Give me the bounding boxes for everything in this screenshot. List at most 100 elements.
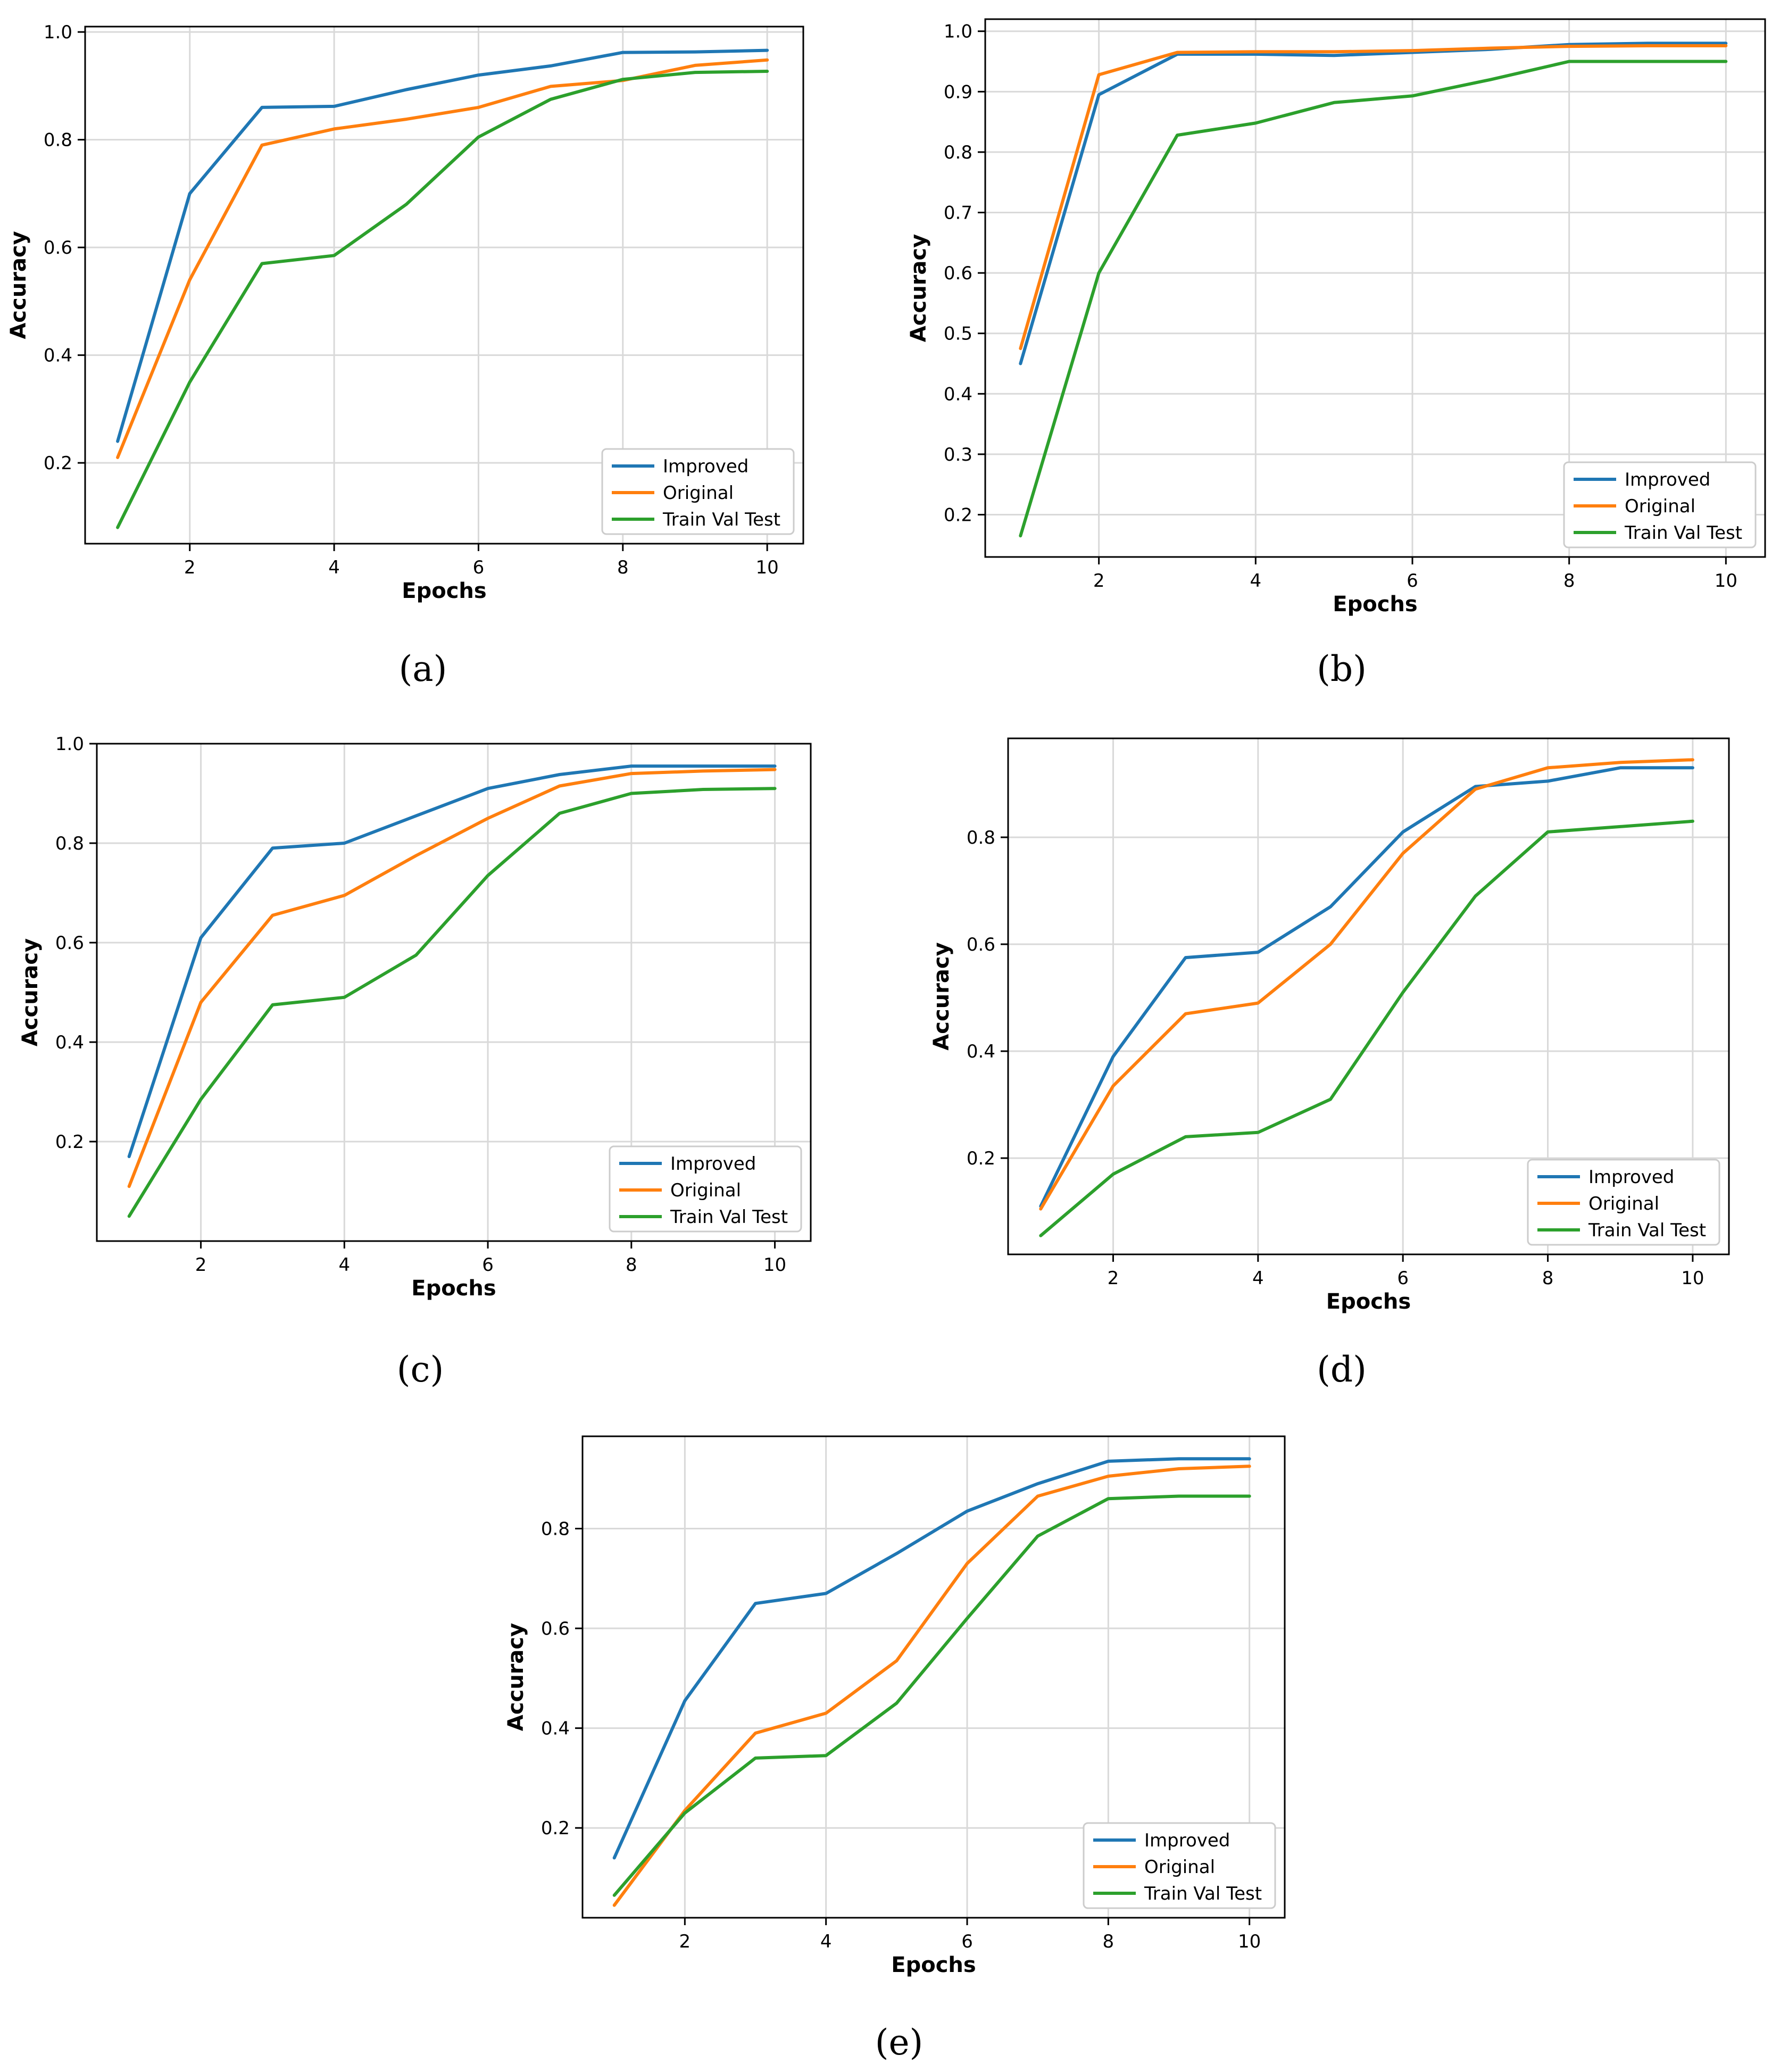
chart-panel-a: 2 4 6 8 10 0.2 0.4 0.6 0.8 1.0 Epochs Accuracy Impro… [6,22,804,689]
y-tick-label: 0.3 [944,444,972,465]
y-tick-label: 0.2 [944,504,972,526]
axes-frame [84,26,804,545]
x-tick-label: 6 [1397,1268,1409,1289]
legend-entry-label: Improved [1588,1167,1674,1188]
y-tick-label: 0.2 [55,1131,84,1153]
legend-entry-label: Original [1588,1193,1659,1214]
chart-panel-e: 2 4 6 8 10 0.2 0.4 0.6 0.8 Epochs Accuracy Improved… [504,1435,1286,2063]
legend-entry-label: Improved [663,456,748,477]
y-tick-label: 0.6 [44,237,72,259]
x-tick-label: 10 [1715,570,1737,592]
panel-caption: (a) [399,648,447,689]
y-tick-label: 0.9 [944,81,972,103]
x-tick-label: 2 [679,1931,691,1952]
x-tick-label: 8 [1542,1268,1554,1289]
legend-entry-label: Train Val Test [1144,1883,1262,1904]
x-tick-label: 4 [338,1254,350,1276]
x-tick-label: 6 [961,1931,973,1952]
legend: Improved Original Train Val Test [1563,461,1757,548]
series-line-original [1039,758,1694,1211]
legend: Improved Original Train Val Test [609,1145,802,1233]
y-axis-title: Accuracy [504,1623,528,1731]
x-axis-title: Epochs [411,1276,496,1301]
y-axis-title: Accuracy [18,938,43,1046]
legend-box [1527,1159,1720,1246]
x-tick-label: 4 [1250,570,1261,592]
series-line-improved [1039,766,1694,1208]
x-tick-label: 6 [482,1254,494,1276]
y-tick-label: 1.0 [944,21,972,43]
series-line-improved [1019,41,1728,365]
legend-entry-label: Train Val Test [662,509,780,530]
x-tick-label: 4 [328,557,340,578]
legend-entry-label: Improved [670,1153,756,1175]
y-tick-label: 0.2 [44,453,72,474]
series-line-train-val-test [116,70,769,529]
series-line-original [1019,44,1728,351]
y-tick-label: 0.6 [541,1618,570,1640]
panel-caption: (d) [1317,1349,1367,1390]
x-tick-label: 6 [473,557,485,578]
x-tick-label: 2 [1108,1268,1119,1289]
panel-caption: (e) [875,2022,924,2063]
y-tick-label: 0.8 [944,142,972,163]
legend: Improved Original Train Val Test [1527,1159,1720,1246]
legend-entry-label: Improved [1625,469,1710,490]
y-tick-label: 0.4 [967,1041,995,1062]
y-axis-title: Accuracy [6,231,31,339]
legend: Improved Original Train Val Test [1083,1822,1276,1909]
panel-caption: (b) [1317,648,1367,689]
y-tick-label: 0.2 [967,1148,995,1169]
y-tick-label: 0.8 [541,1518,570,1540]
y-tick-label: 0.6 [944,263,972,284]
x-tick-label: 8 [1563,570,1575,592]
y-tick-label: 0.4 [44,345,72,367]
legend-entry-label: Original [1144,1857,1215,1878]
x-tick-label: 10 [756,557,779,578]
x-tick-label: 8 [1103,1931,1114,1952]
x-axis-title: Epochs [1326,1289,1411,1314]
x-axis-title: Epochs [891,1953,976,1977]
legend-entry-label: Train Val Test [1624,522,1742,544]
chart-panel-d: 2 4 6 8 10 0.2 0.4 0.6 0.8 Epochs Accuracy Improved… [929,737,1730,1390]
y-axis-title: Accuracy [929,942,954,1050]
x-tick-label: 10 [1238,1931,1261,1952]
series-line-train-val-test [127,787,777,1218]
series-line-improved [612,1457,1251,1860]
series-line-train-val-test [1019,60,1728,538]
series-line-original [116,58,769,459]
axes-frame [984,18,1766,558]
legend-box [1083,1822,1276,1909]
y-tick-label: 0.8 [44,130,72,151]
y-tick-label: 0.8 [967,827,995,848]
y-tick-label: 0.4 [541,1718,570,1740]
legend-entry-label: Improved [1144,1830,1230,1851]
y-axis-title: Accuracy [906,234,931,342]
legend-box [601,448,795,535]
y-tick-label: 1.0 [44,22,72,43]
series-line-train-val-test [612,1494,1251,1897]
legend-entry-label: Original [670,1180,741,1201]
y-tick-label: 0.2 [541,1818,570,1839]
y-tick-label: 0.5 [944,323,972,345]
series-line-improved [127,764,777,1159]
y-tick-label: 0.6 [967,934,995,955]
y-tick-label: 0.8 [55,833,84,854]
chart-panel-b: 2 4 6 8 10 0.2 0.3 0.4 0.5 0.6 0.7 0.8 0.9 1.0 Epochs A… [906,18,1766,689]
x-axis-title: Epochs [1333,592,1417,617]
series-line-original [612,1464,1251,1907]
x-tick-label: 2 [184,557,196,578]
legend: Improved Original Train Val Test [601,448,795,535]
legend-box [609,1145,802,1233]
x-axis-title: Epochs [402,579,486,603]
x-tick-label: 4 [1252,1268,1264,1289]
x-tick-label: 8 [617,557,629,578]
x-tick-label: 2 [195,1254,207,1276]
x-tick-label: 10 [763,1254,786,1276]
series-line-original [127,768,777,1188]
legend-entry-label: Train Val Test [670,1206,788,1228]
axes-frame [581,1435,1286,1919]
legend-entry-label: Train Val Test [1588,1220,1706,1241]
x-tick-label: 4 [820,1931,832,1952]
